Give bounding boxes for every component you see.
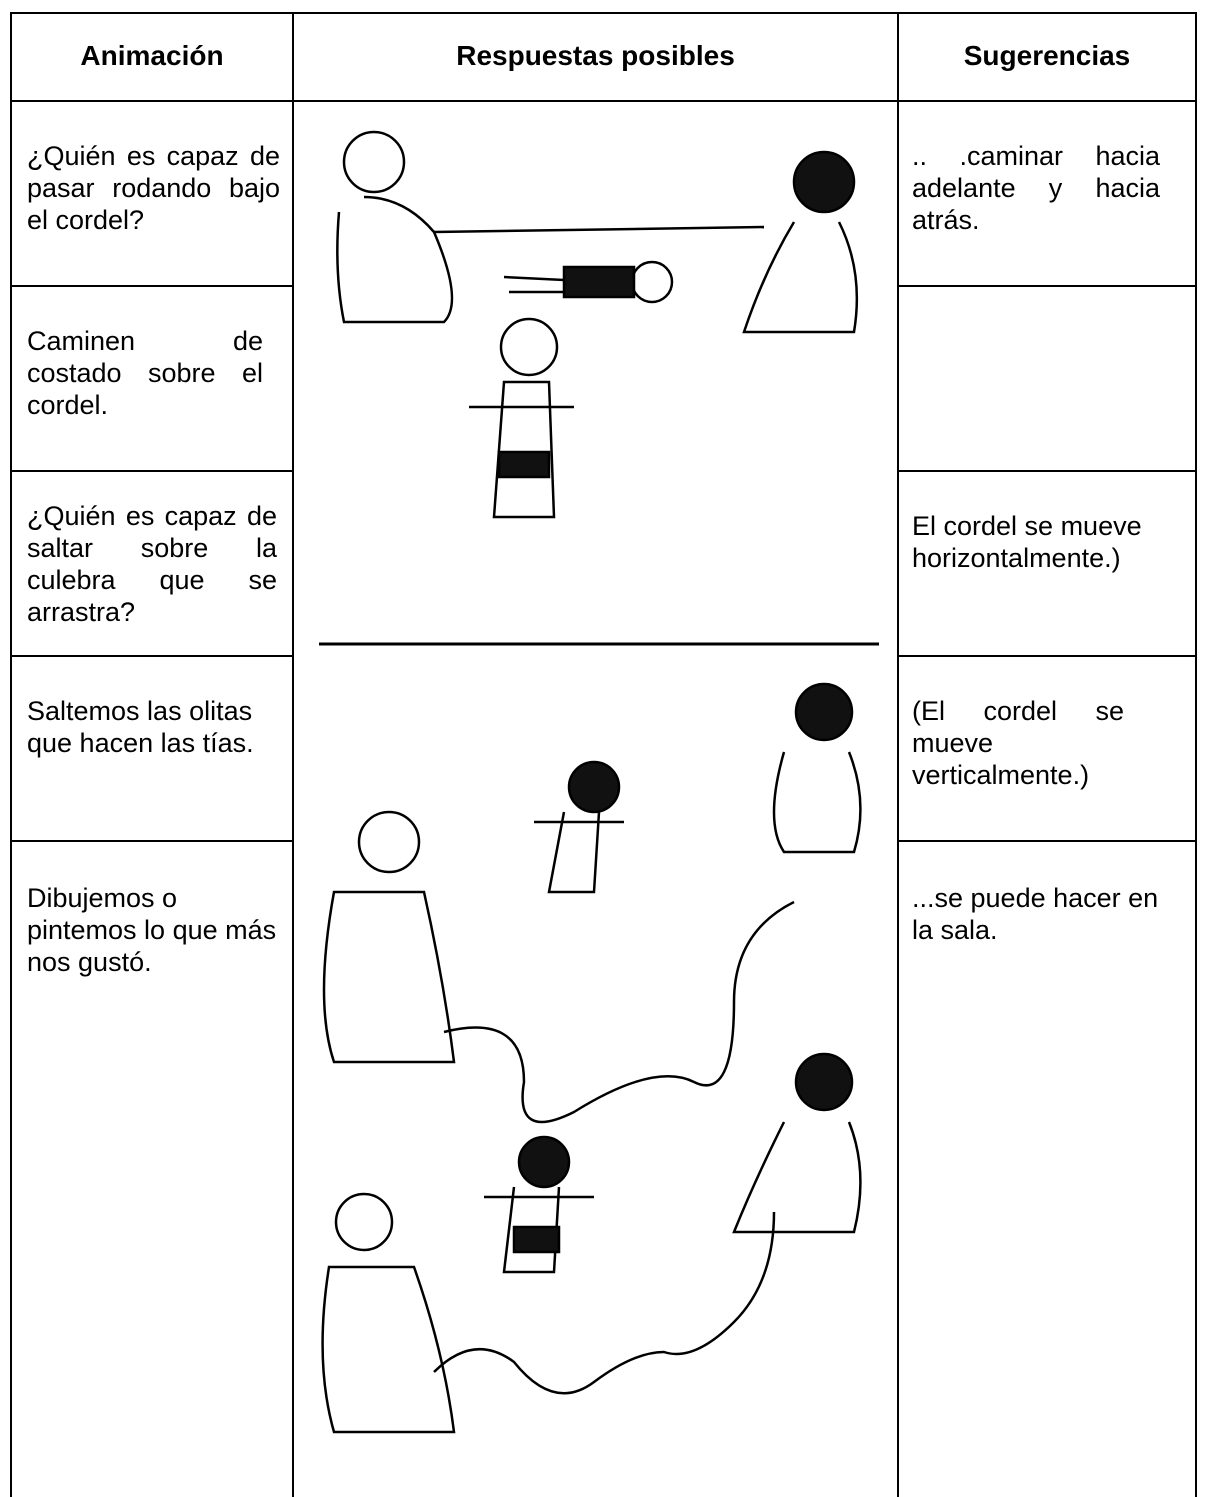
header-cell: Animación [80, 40, 224, 71]
cell-text: El cordel se mueve horizontalmente.) [912, 511, 1142, 573]
cell-text: .. .caminar hacia adelante y hacia atrás… [912, 141, 1160, 235]
cell-text: ...se puede hacer en la sala. [912, 883, 1159, 945]
border [897, 470, 1197, 472]
border [10, 12, 12, 1497]
border [897, 655, 1197, 657]
cell-text: (El cordel se mueve verticalmente.) [912, 696, 1124, 790]
border [10, 655, 294, 657]
border [897, 840, 1197, 842]
cell-text: ¿Quién es capaz de pasar rodando bajo el… [27, 141, 280, 235]
border [10, 470, 294, 472]
cell-text: Dibujemos o pintemos lo que más nos gust… [27, 883, 277, 977]
cell-text: Saltemos las olitas que hacen las tías. [27, 696, 254, 758]
border [897, 12, 899, 1497]
border [10, 12, 1197, 14]
header-cell: Respuestas posibles [456, 40, 735, 71]
border [10, 840, 294, 842]
border [10, 100, 1197, 102]
border [897, 285, 1197, 287]
border [10, 285, 294, 287]
cell-text: Caminen de costado sobre el cordel. [27, 326, 263, 420]
illustration [319, 130, 879, 1434]
border [292, 12, 294, 1497]
border [1195, 12, 1197, 1497]
cell-text: ¿Quién es capaz de saltar sobre la culeb… [27, 501, 277, 627]
header-cell: Sugerencias [963, 40, 1131, 71]
